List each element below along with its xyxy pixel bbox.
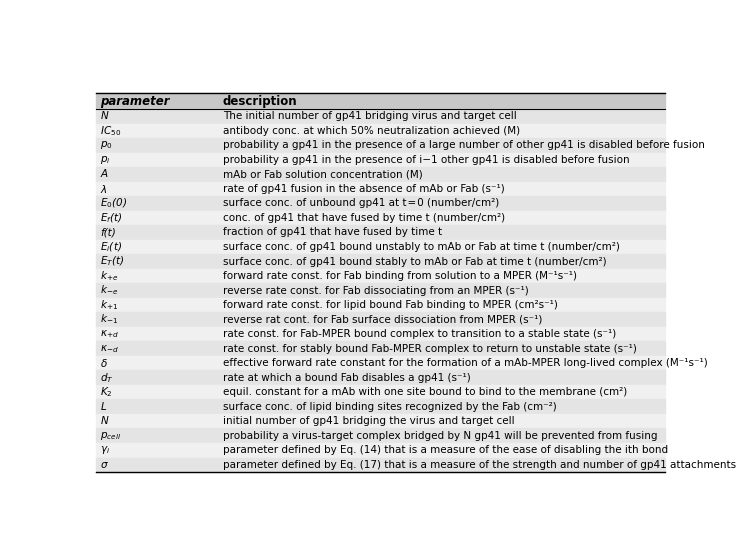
Text: K$_2$: K$_2$: [100, 385, 113, 399]
Text: IC$_{50}$: IC$_{50}$: [100, 124, 122, 137]
Text: $\gamma_i$: $\gamma_i$: [100, 444, 111, 456]
Bar: [96, 240, 665, 254]
Bar: [96, 196, 665, 211]
Text: p$_0$: p$_0$: [100, 139, 113, 151]
Bar: [96, 284, 665, 298]
Text: effective forward rate constant for the formation of a mAb-MPER long-lived compl: effective forward rate constant for the …: [223, 358, 707, 368]
Bar: [96, 211, 665, 225]
Bar: [96, 457, 665, 472]
Bar: [96, 414, 665, 429]
Text: k$_{+e}$: k$_{+e}$: [100, 269, 119, 283]
Bar: [96, 443, 665, 457]
Bar: [96, 152, 665, 167]
Text: reverse rate const. for Fab dissociating from an MPER (s⁻¹): reverse rate const. for Fab dissociating…: [223, 286, 528, 295]
Text: $\delta$: $\delta$: [100, 357, 108, 369]
Text: probability a gp41 in the presence of i−1 other gp41 is disabled before fusion: probability a gp41 in the presence of i−…: [223, 155, 629, 165]
Text: reverse rat cont. for Fab surface dissociation from MPER (s⁻¹): reverse rat cont. for Fab surface dissoc…: [223, 315, 542, 325]
Text: mAb or Fab solution concentration (M): mAb or Fab solution concentration (M): [223, 170, 422, 179]
Bar: [96, 370, 665, 385]
Text: E$_T$(t): E$_T$(t): [100, 255, 125, 269]
Text: surface conc. of gp41 bound stably to mAb or Fab at time t (number/cm²): surface conc. of gp41 bound stably to mA…: [223, 256, 606, 266]
Bar: [96, 109, 665, 124]
Bar: [96, 298, 665, 312]
Text: rate of gp41 fusion in the absence of mAb or Fab (s⁻¹): rate of gp41 fusion in the absence of mA…: [223, 184, 505, 194]
Text: k$_{+1}$: k$_{+1}$: [100, 298, 119, 312]
Text: The initial number of gp41 bridging virus and target cell: The initial number of gp41 bridging viru…: [223, 111, 516, 121]
Bar: [96, 327, 665, 341]
Text: fraction of gp41 that have fused by time t: fraction of gp41 that have fused by time…: [223, 227, 441, 238]
Bar: [96, 400, 665, 414]
Text: E$_f$(t): E$_f$(t): [100, 211, 123, 225]
Text: A: A: [100, 170, 108, 179]
Text: p$_{cell}$: p$_{cell}$: [100, 430, 122, 442]
Text: $\sigma$: $\sigma$: [100, 460, 109, 470]
Text: rate const. for Fab-MPER bound complex to transition to a stable state (s⁻¹): rate const. for Fab-MPER bound complex t…: [223, 329, 616, 339]
Text: surface conc. of gp41 bound unstably to mAb or Fab at time t (number/cm²): surface conc. of gp41 bound unstably to …: [223, 242, 620, 252]
Bar: [96, 167, 665, 182]
Text: surface conc. of lipid binding sites recognized by the Fab (cm⁻²): surface conc. of lipid binding sites rec…: [223, 402, 556, 412]
Bar: [96, 138, 665, 152]
Bar: [96, 356, 665, 370]
Text: E$_0$(0): E$_0$(0): [100, 197, 128, 210]
Bar: [96, 124, 665, 138]
Text: forward rate const. for lipid bound Fab binding to MPER (cm²s⁻¹): forward rate const. for lipid bound Fab …: [223, 300, 557, 310]
Text: N: N: [100, 416, 108, 426]
Text: p$_i$: p$_i$: [100, 154, 111, 166]
Text: antibody conc. at which 50% neutralization achieved (M): antibody conc. at which 50% neutralizati…: [223, 126, 519, 136]
Bar: [96, 429, 665, 443]
Text: initial number of gp41 bridging the virus and target cell: initial number of gp41 bridging the viru…: [223, 416, 514, 426]
Bar: [96, 341, 665, 356]
Bar: [96, 182, 665, 196]
Text: parameter defined by Eq. (14) that is a measure of the ease of disabling the ith: parameter defined by Eq. (14) that is a …: [223, 445, 668, 455]
Bar: [96, 312, 665, 327]
Text: forward rate const. for Fab binding from solution to a MPER (M⁻¹s⁻¹): forward rate const. for Fab binding from…: [223, 271, 577, 281]
Bar: [96, 385, 665, 400]
Text: parameter: parameter: [100, 95, 170, 108]
Text: conc. of gp41 that have fused by time t (number/cm²): conc. of gp41 that have fused by time t …: [223, 213, 505, 223]
Text: f(t): f(t): [100, 227, 116, 238]
Bar: [96, 269, 665, 284]
Text: k$_{-e}$: k$_{-e}$: [100, 284, 119, 297]
Text: d$_T$: d$_T$: [100, 371, 114, 385]
Bar: [96, 93, 665, 109]
Text: L: L: [100, 402, 106, 412]
Text: $\kappa$$_{-d}$: $\kappa$$_{-d}$: [100, 343, 119, 355]
Text: $\kappa$$_{+d}$: $\kappa$$_{+d}$: [100, 328, 119, 340]
Text: N: N: [100, 111, 108, 121]
Text: probability a gp41 in the presence of a large number of other gp41 is disabled b: probability a gp41 in the presence of a …: [223, 140, 704, 150]
Text: rate const. for stably bound Fab-MPER complex to return to unstable state (s⁻¹): rate const. for stably bound Fab-MPER co…: [223, 343, 637, 354]
Text: description: description: [223, 95, 298, 108]
Text: equil. constant for a mAb with one site bound to bind to the membrane (cm²): equil. constant for a mAb with one site …: [223, 387, 627, 397]
Text: k$_{-1}$: k$_{-1}$: [100, 312, 119, 326]
Text: E$_i$(t): E$_i$(t): [100, 240, 122, 254]
Text: $\lambda$: $\lambda$: [100, 183, 108, 195]
Text: parameter defined by Eq. (17) that is a measure of the strength and number of gp: parameter defined by Eq. (17) that is a …: [223, 460, 736, 470]
Text: surface conc. of unbound gp41 at t = 0 (number/cm²): surface conc. of unbound gp41 at t = 0 (…: [223, 198, 499, 209]
Text: rate at which a bound Fab disables a gp41 (s⁻¹): rate at which a bound Fab disables a gp4…: [223, 373, 470, 383]
Bar: [96, 225, 665, 240]
Text: probability a virus-target complex bridged by N gp41 will be prevented from fusi: probability a virus-target complex bridg…: [223, 431, 657, 441]
Bar: [96, 254, 665, 269]
